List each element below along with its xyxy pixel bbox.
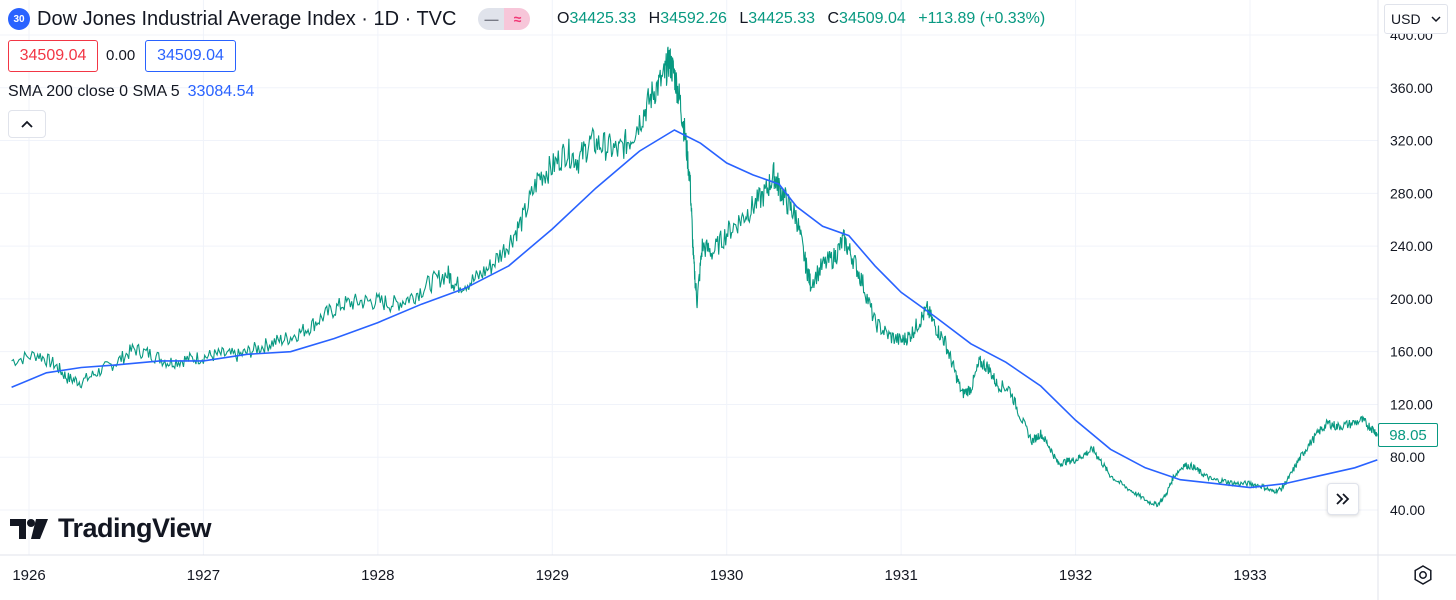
symbol-legend[interactable]: 30 Dow Jones Industrial Average Index · …	[8, 6, 531, 32]
minus-icon: —	[478, 8, 505, 30]
x-tick-label: 1927	[187, 567, 220, 584]
chevron-up-icon	[21, 120, 33, 128]
change-value: +113.89 (+0.33%)	[918, 10, 1046, 27]
open-value: 34425.33	[569, 10, 637, 27]
x-tick-label: 1928	[361, 567, 394, 584]
low-label: L	[739, 10, 749, 27]
close-value: 34509.04	[839, 10, 906, 27]
x-tick-label: 1929	[536, 567, 569, 584]
market-status-pill[interactable]: — ≈	[478, 8, 531, 30]
indicator-legend[interactable]: SMA 200 close 0 SMA 5 33084.54	[8, 83, 254, 101]
symbol-title[interactable]: Dow Jones Industrial Average Index · 1D …	[37, 7, 457, 30]
chevron-down-icon	[1431, 16, 1441, 23]
close-label: C	[827, 10, 840, 27]
price-line	[11, 46, 1378, 508]
x-tick-label: 1930	[710, 567, 743, 584]
sma-line	[11, 129, 1378, 489]
brand-name: TradingView	[58, 513, 212, 543]
x-tick-label: 1926	[12, 567, 45, 584]
y-tick-label: 80.00	[1390, 449, 1425, 465]
double-chevron-right-icon	[1336, 493, 1350, 505]
approx-icon: ≈	[504, 8, 531, 30]
settings-button[interactable]	[1411, 563, 1435, 587]
sell-button[interactable]: 34509.04	[8, 40, 98, 72]
spread-value: 0.00	[106, 46, 136, 64]
tradingview-logo-icon	[10, 518, 48, 539]
scroll-to-realtime-button[interactable]	[1327, 483, 1359, 515]
settings-icon	[1414, 565, 1432, 585]
indicator-value: 33084.54	[187, 83, 255, 100]
low-value: 34425.33	[748, 10, 816, 27]
y-tick-label: 160.00	[1390, 344, 1433, 360]
y-tick-label: 280.00	[1390, 185, 1433, 201]
x-tick-label: 1933	[1233, 567, 1266, 584]
tradingview-logo[interactable]: TradingView	[10, 513, 212, 544]
currency-label: USD	[1391, 11, 1421, 27]
y-tick-label: 360.00	[1390, 80, 1433, 96]
y-tick-label: 40.00	[1390, 502, 1425, 518]
y-tick-label: 120.00	[1390, 396, 1433, 412]
y-tick-label: 200.00	[1390, 291, 1433, 307]
y-tick-label: 320.00	[1390, 133, 1433, 149]
dji-symbol-icon: 30	[8, 8, 30, 30]
currency-select[interactable]: USD	[1384, 4, 1448, 34]
buy-button[interactable]: 34509.04	[145, 40, 236, 72]
sma-series	[11, 129, 1378, 489]
collapse-legend-button[interactable]	[8, 110, 46, 138]
y-tick-label: 240.00	[1390, 238, 1433, 254]
last-price-tag: 98.05	[1378, 423, 1438, 447]
x-tick-label: 1932	[1059, 567, 1092, 584]
open-label: O	[557, 10, 570, 27]
x-tick-label: 1931	[884, 567, 917, 584]
high-value: 34592.26	[660, 10, 727, 27]
ohlc-readout: O34425.33 H34592.26 L34425.33 C34509.04 …	[557, 10, 1053, 28]
price-series	[11, 46, 1378, 508]
high-label: H	[648, 10, 661, 27]
indicator-label: SMA 200 close 0 SMA 5	[8, 83, 180, 100]
